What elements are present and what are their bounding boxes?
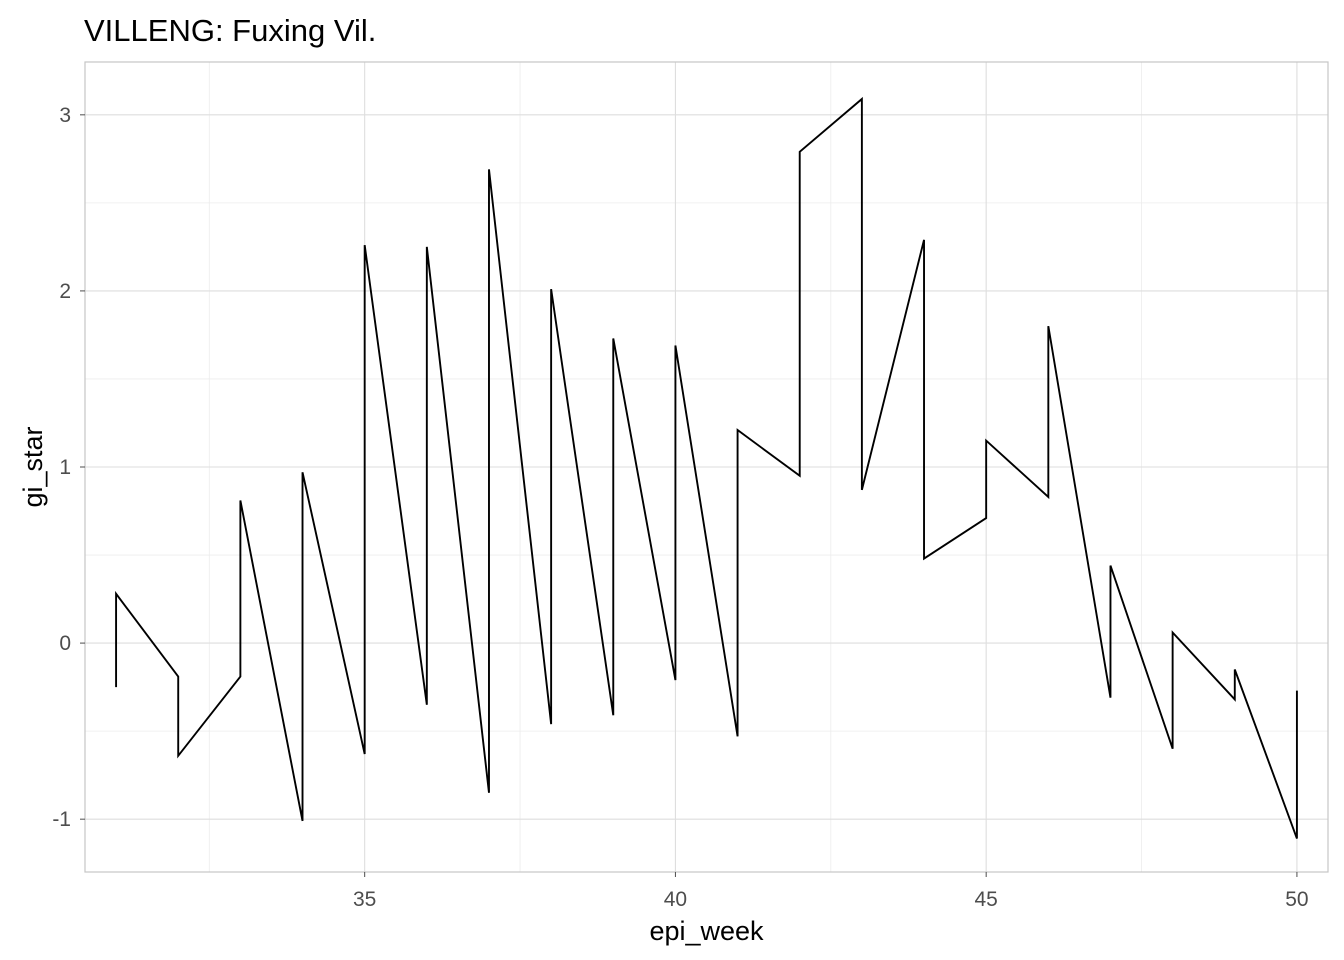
chart-title: VILLENG: Fuxing Vil. bbox=[84, 13, 376, 48]
series-line bbox=[115, 96, 1298, 839]
y-tick-label: 1 bbox=[59, 456, 71, 479]
x-tick-label: 45 bbox=[974, 888, 997, 911]
series-layer bbox=[115, 96, 1298, 839]
y-tick-label: 0 bbox=[59, 632, 71, 655]
y-tick-label: 2 bbox=[59, 280, 71, 303]
x-axis-ticks: 35 40 45 50 bbox=[353, 872, 1309, 911]
x-axis-label: epi_week bbox=[649, 916, 764, 946]
y-tick-label: 3 bbox=[59, 104, 71, 127]
x-tick-label: 50 bbox=[1285, 888, 1308, 911]
x-tick-label: 35 bbox=[353, 888, 376, 911]
y-axis-label: gi_star bbox=[18, 426, 48, 507]
x-tick-label: 40 bbox=[664, 888, 687, 911]
y-axis-ticks: -1 0 1 2 3 bbox=[52, 104, 85, 831]
y-tick-label: -1 bbox=[52, 808, 71, 831]
grid bbox=[85, 62, 1328, 872]
